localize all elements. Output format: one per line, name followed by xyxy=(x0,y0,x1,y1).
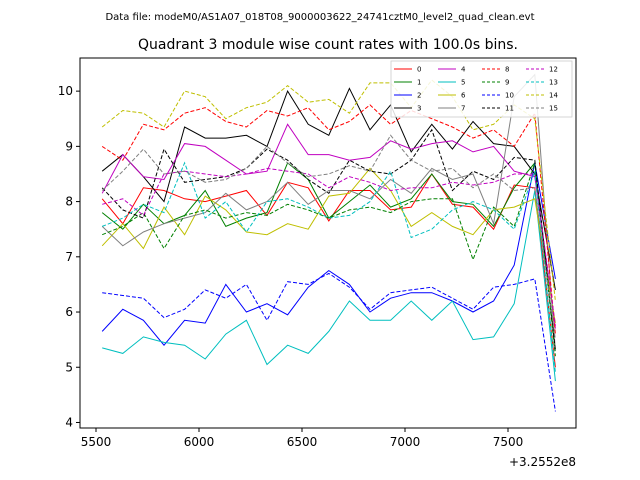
y-tick-label: 4 xyxy=(65,415,73,429)
series-line-3 xyxy=(101,87,556,290)
series-line-4 xyxy=(101,123,556,329)
y-tick-label: 5 xyxy=(65,360,73,374)
series-layer xyxy=(101,73,556,412)
legend-label-2: 2 xyxy=(417,92,421,100)
series-line-7 xyxy=(101,73,556,351)
legend-label-14: 14 xyxy=(549,92,558,100)
series-line-2 xyxy=(101,162,556,346)
series-line-14 xyxy=(101,79,556,302)
series-line-6 xyxy=(101,167,556,324)
series-line-15 xyxy=(101,134,556,340)
legend-label-12: 12 xyxy=(549,66,558,74)
series-line-8 xyxy=(101,104,556,335)
series-line-9 xyxy=(102,162,556,357)
series-line-11 xyxy=(101,128,556,351)
chart-title: Quadrant 3 module wise count rates with … xyxy=(138,37,518,53)
series-line-5 xyxy=(102,190,556,382)
y-tick-label: 8 xyxy=(65,195,73,209)
data-file-suptitle: Data file: modeM0/AS1A07_018T08_90000036… xyxy=(105,12,534,23)
x-tick-label: 7000 xyxy=(390,435,421,449)
x-tick-label: 7500 xyxy=(493,435,524,449)
series-line-0 xyxy=(101,173,556,368)
legend-label-0: 0 xyxy=(417,66,421,74)
legend-label-5: 5 xyxy=(461,79,465,87)
legend-label-11: 11 xyxy=(505,105,514,113)
series-line-13 xyxy=(102,161,556,373)
series-line-12 xyxy=(102,167,556,326)
series-line-10 xyxy=(102,272,556,412)
x-tick-label: 6000 xyxy=(184,435,215,449)
y-tick-label: 9 xyxy=(65,139,73,153)
y-axis: 4 5 6 7 8 9 10 xyxy=(58,84,80,429)
x-tick-label: 5500 xyxy=(81,435,112,449)
y-tick-label: 7 xyxy=(65,250,73,264)
legend-label-1: 1 xyxy=(417,79,421,87)
y-tick-label: 6 xyxy=(65,305,73,319)
legend-label-3: 3 xyxy=(417,105,421,113)
x-tick-label: 6500 xyxy=(287,435,318,449)
legend-label-15: 15 xyxy=(549,105,558,113)
legend-label-6: 6 xyxy=(461,92,466,100)
plot-frame xyxy=(79,57,577,429)
x-axis: 5500 6000 6500 7000 7500 xyxy=(81,428,524,449)
y-tick-label: 10 xyxy=(58,84,73,98)
legend-label-13: 13 xyxy=(549,79,558,87)
legend-label-7: 7 xyxy=(461,105,465,113)
legend-label-9: 9 xyxy=(505,79,509,87)
legend-label-4: 4 xyxy=(461,66,466,74)
legend-label-10: 10 xyxy=(505,92,514,100)
legend-label-8: 8 xyxy=(505,66,509,74)
x-offset-label: +3.2552e8 xyxy=(509,455,576,469)
